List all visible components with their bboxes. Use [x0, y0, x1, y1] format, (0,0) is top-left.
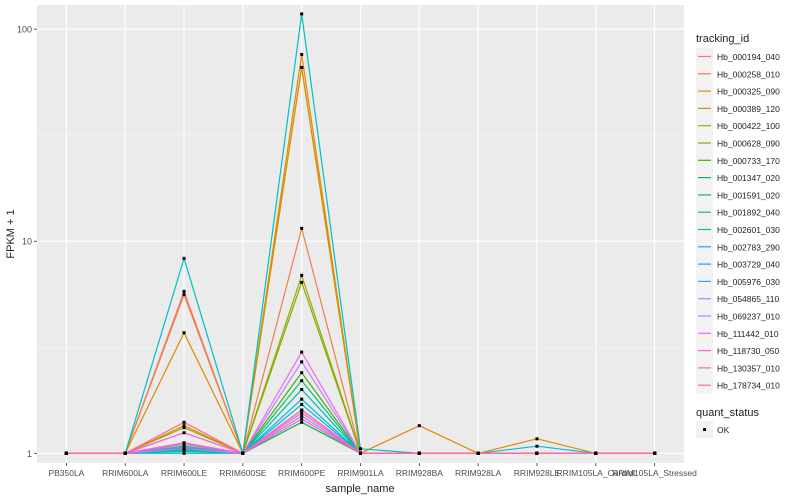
legend-label: Hb_000325_090	[717, 87, 780, 97]
shape-legend-items: OK	[696, 421, 730, 438]
data-point	[300, 420, 304, 424]
x-tick-label: RRIM600LA	[102, 468, 149, 478]
data-point	[300, 402, 304, 406]
data-point	[300, 65, 304, 69]
data-point	[300, 408, 304, 412]
x-tick-label: RRIM105LA_Stressed	[612, 468, 697, 478]
x-axis: PB350LA RRIM600LA RRIM600LE RRIM600SE RRIM60…	[48, 463, 697, 478]
legend-label: Hb_002783_290	[717, 242, 780, 252]
data-point	[359, 451, 362, 455]
x-tick-label: RRIM105LA_Control	[557, 468, 636, 478]
data-point	[182, 451, 186, 455]
legend-label: Hb_000194_040	[717, 52, 780, 62]
y-tick-label: 10	[22, 237, 32, 247]
legend-label: Hb_001892_040	[717, 208, 780, 218]
legend-label: Hb_000389_120	[717, 104, 780, 114]
x-tick-label: RRIM600LE	[161, 468, 208, 478]
x-tick-label: RRIM928LE	[514, 468, 561, 478]
data-point	[182, 293, 186, 297]
data-point	[476, 451, 480, 455]
data-point	[182, 289, 186, 293]
data-point	[182, 447, 186, 451]
x-tick-label: RRIM928LA	[455, 468, 502, 478]
legend-label: Hb_000422_100	[717, 121, 780, 131]
data-point	[300, 379, 304, 383]
legend-label: Hb_111442_010	[717, 329, 779, 339]
legend-label: Hb_001347_020	[717, 173, 780, 183]
data-point	[417, 451, 421, 455]
data-point	[182, 424, 186, 428]
x-tick-label: RRIM928BA	[396, 468, 444, 478]
data-point	[182, 426, 186, 430]
legend-label: Hb_069237_010	[717, 312, 780, 322]
color-legend: tracking_id Hb_000194_040Hb_000258_010Hb…	[696, 33, 780, 394]
data-point	[182, 256, 186, 260]
legend-label: Hb_000258_010	[717, 69, 780, 79]
legend-label: Hb_130357_010	[717, 363, 780, 373]
data-point	[182, 443, 186, 447]
x-tick-label: PB350LA	[48, 468, 84, 478]
legend-label: Hb_118730_050	[717, 346, 780, 356]
data-point	[182, 431, 186, 435]
series-points	[64, 12, 657, 455]
data-point	[417, 424, 421, 428]
major-gridlines	[37, 5, 684, 463]
x-tick-label: RRIM901LA	[337, 468, 384, 478]
data-point	[300, 226, 304, 230]
data-point	[182, 441, 186, 445]
data-point	[123, 451, 127, 455]
legend-label: Hb_005976_030	[717, 277, 780, 287]
data-point	[535, 451, 539, 455]
data-point	[300, 387, 304, 391]
data-point	[594, 451, 598, 455]
data-point	[300, 273, 304, 277]
shape-legend: quant_status OK	[696, 407, 759, 438]
data-point	[300, 411, 304, 415]
x-axis-label: sample_name	[325, 483, 394, 495]
data-point	[182, 420, 186, 424]
legend-label: Hb_003729_040	[717, 260, 780, 270]
shape-legend-point	[703, 428, 706, 431]
data-point	[300, 52, 304, 56]
legend-label: Hb_054865_110	[717, 294, 780, 304]
data-point	[182, 449, 186, 453]
data-point	[241, 451, 245, 455]
legend-label: Hb_002601_030	[717, 225, 780, 235]
data-point	[535, 437, 539, 441]
data-point	[300, 12, 304, 16]
shape-legend-label: OK	[717, 425, 730, 435]
data-point	[300, 417, 304, 421]
data-point	[182, 331, 186, 335]
data-point	[300, 360, 304, 364]
y-tick-label: 1	[27, 449, 32, 459]
x-tick-label: RRIM600SE	[219, 468, 267, 478]
data-point	[535, 444, 539, 448]
data-point	[300, 350, 304, 354]
data-point	[300, 371, 304, 375]
y-tick-label: 100	[17, 25, 32, 35]
y-axis: 1 10 100	[17, 25, 37, 459]
x-tick-label: RRIM600PE	[278, 468, 326, 478]
legend-label: Hb_178734_010	[717, 381, 780, 391]
data-point	[300, 414, 304, 418]
data-point	[300, 280, 304, 284]
legend-items: Hb_000194_040 Hb_000258_010 Hb_000325_090 H…	[696, 48, 780, 394]
legend-label: Hb_000628_090	[717, 139, 780, 149]
data-point	[64, 451, 68, 455]
data-point	[182, 445, 186, 449]
legend-title: tracking_id	[696, 33, 749, 45]
data-point	[300, 397, 304, 401]
data-point	[653, 451, 657, 455]
legend-label: Hb_001591_020	[717, 190, 780, 200]
data-point	[359, 447, 362, 451]
y-axis-label: FPKM + 1	[5, 209, 17, 258]
shape-legend-title: quant_status	[696, 407, 759, 419]
legend-label: Hb_000733_170	[717, 156, 780, 166]
